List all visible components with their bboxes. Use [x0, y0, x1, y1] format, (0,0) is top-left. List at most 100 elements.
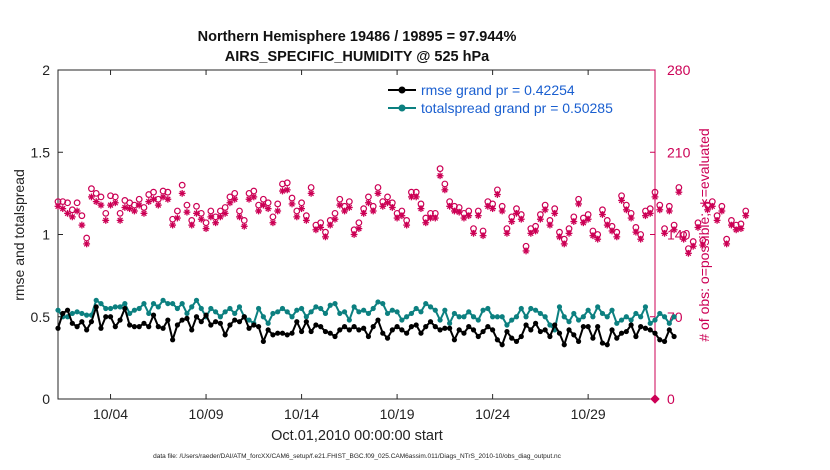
spread-point: [127, 310, 133, 317]
obs-evaluated-point: [97, 201, 105, 209]
obs-evaluated-point: [240, 222, 248, 230]
legend-rmse-marker: [398, 86, 406, 94]
obs-evaluated-point: [259, 201, 267, 209]
rmse-point: [79, 319, 85, 325]
obs-evaluated-point: [360, 209, 368, 217]
obs-evaluated-point: [293, 213, 301, 221]
chart-title-line1: Northern Hemisphere 19486 / 19895 = 97.9…: [198, 29, 517, 45]
asterisk-stroke: [470, 230, 477, 237]
rmse-point: [394, 324, 400, 330]
asterisk-stroke: [676, 189, 682, 196]
obs-zero-marker: [650, 394, 660, 404]
asterisk-stroke: [222, 210, 228, 217]
spread-point: [174, 305, 180, 312]
asterisk-stroke: [489, 205, 496, 212]
asterisk-stroke: [293, 214, 300, 220]
rmse-point: [413, 322, 419, 328]
rmse-point: [284, 332, 290, 338]
asterisk-stroke: [150, 196, 157, 203]
obs-evaluated-point: [431, 214, 439, 222]
asterisk-stroke: [695, 224, 701, 231]
rmse-point: [461, 330, 467, 336]
obs-evaluated-point: [551, 209, 559, 217]
spread-point: [614, 320, 620, 326]
spread-point: [122, 300, 128, 307]
obs-evaluated-point: [322, 233, 329, 241]
spread-point: [389, 307, 395, 313]
obs-possible-point: [73, 199, 81, 207]
asterisk-stroke: [704, 206, 711, 213]
asterisk-stroke: [346, 204, 353, 211]
obs-evaluated-point: [345, 204, 353, 211]
obs-evaluated-point: [479, 232, 487, 240]
legend-box: [385, 81, 652, 117]
rmse-point: [547, 333, 553, 340]
rmse-point: [193, 314, 200, 320]
asterisk-stroke: [594, 236, 601, 243]
rmse-point: [160, 325, 166, 331]
rmse-point: [60, 310, 66, 317]
obs-evaluated-point: [384, 199, 391, 207]
rmse-point: [93, 304, 99, 310]
rmse-point: [456, 327, 462, 333]
y-right-tick-label: 0: [667, 391, 675, 407]
spread-point: [341, 309, 348, 315]
rmse-point: [184, 315, 190, 321]
obs-evaluated-point: [207, 213, 215, 221]
metric-lines: [55, 297, 677, 348]
spread-point: [150, 300, 157, 307]
obs-evaluated-point: [154, 201, 162, 209]
obs-evaluated-point: [656, 206, 664, 214]
rmse-point: [618, 330, 625, 336]
asterisk-stroke: [609, 228, 615, 234]
obs-evaluated-point: [202, 225, 210, 233]
obs-evaluated-point: [245, 195, 253, 203]
spread-point: [303, 314, 309, 320]
rmse-point: [423, 324, 429, 330]
asterisk-stroke: [561, 241, 568, 247]
rmse-point: [642, 325, 649, 331]
rmse-point: [480, 328, 486, 335]
spread-point: [217, 314, 223, 320]
rmse-point: [575, 338, 582, 345]
asterisk-stroke: [313, 226, 319, 233]
asterisk-stroke: [246, 196, 252, 203]
obs-evaluated-point: [317, 224, 325, 231]
obs-evaluated-point: [269, 219, 277, 227]
asterisk-stroke: [145, 198, 152, 205]
asterisk-stroke: [575, 201, 582, 207]
spread-point: [666, 320, 672, 326]
spread-point: [117, 304, 123, 310]
asterisk-stroke: [623, 206, 630, 213]
rmse-point: [208, 322, 214, 328]
spread-line: [57, 299, 675, 331]
rmse-point: [303, 319, 309, 325]
rmse-point: [609, 327, 615, 333]
asterisk-stroke: [709, 203, 716, 210]
rmse-point: [552, 322, 558, 328]
rmse-point: [141, 320, 147, 326]
spread-point: [136, 305, 142, 312]
rmse-point: [590, 335, 596, 341]
obs-evaluated-point: [713, 216, 721, 224]
rmse-point: [346, 327, 352, 333]
obs-evaluated-point: [622, 206, 630, 214]
obs-evaluated-point: [627, 214, 635, 222]
rmse-point: [69, 320, 75, 326]
spread-point: [575, 317, 582, 323]
spread-point: [74, 309, 80, 315]
rmse-point: [499, 342, 505, 348]
rmse-point: [633, 333, 639, 340]
rmse-point: [533, 320, 539, 326]
asterisk-stroke: [513, 210, 520, 217]
spread-point: [647, 320, 653, 326]
rmse-point: [623, 328, 629, 335]
rmse-point: [122, 305, 128, 312]
spread-point: [638, 314, 644, 320]
asterisk-stroke: [499, 208, 506, 214]
spread-point: [179, 300, 185, 307]
asterisk-stroke: [165, 196, 171, 203]
rmse-point: [298, 328, 305, 335]
spread-point: [623, 314, 629, 320]
asterisk-stroke: [122, 204, 128, 211]
